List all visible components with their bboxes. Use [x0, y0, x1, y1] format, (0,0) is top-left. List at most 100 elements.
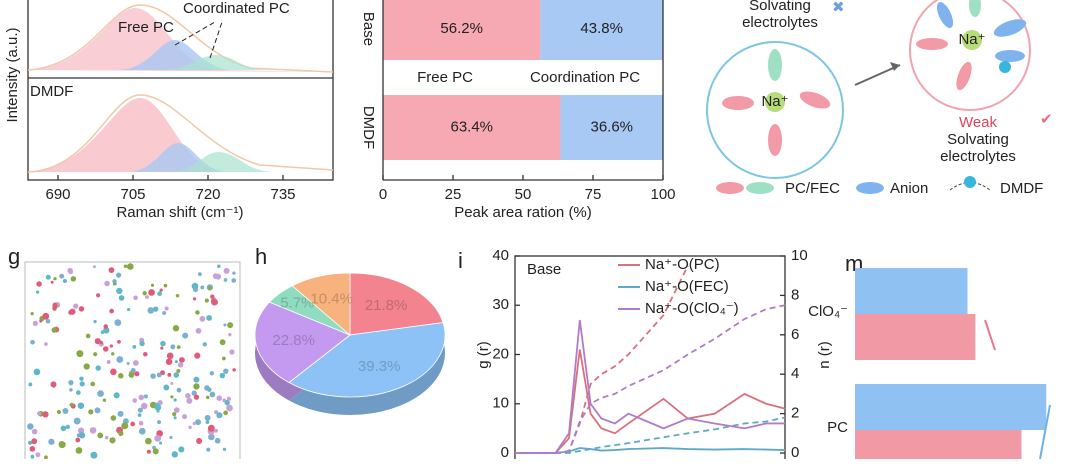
y-tick-label: ClO₄⁻	[808, 303, 848, 320]
atom	[130, 368, 136, 373]
legend-text: Na⁺-O(PC)	[645, 256, 720, 273]
legend-swatch	[716, 182, 744, 194]
y2-tick-label: 6	[791, 326, 799, 343]
atom	[196, 437, 203, 445]
atom	[60, 425, 67, 432]
legend-swatch	[856, 182, 884, 194]
value-label: 10.4%	[310, 291, 353, 308]
atom	[200, 285, 205, 290]
atom	[209, 371, 215, 376]
atom	[192, 421, 196, 426]
value-label: 43.8%	[580, 20, 623, 37]
atom	[62, 278, 68, 284]
x-tick-label: 25	[445, 186, 462, 203]
atom	[173, 416, 177, 420]
atom	[93, 320, 97, 324]
atom	[223, 278, 228, 282]
atom	[130, 421, 136, 427]
atom	[157, 420, 162, 425]
atom	[68, 380, 74, 386]
g-line	[515, 319, 785, 454]
atom	[116, 356, 124, 363]
arrowhead	[890, 62, 900, 71]
atom	[138, 394, 145, 401]
value-label: 36.6%	[590, 118, 633, 135]
atom	[160, 340, 166, 347]
atom	[93, 352, 98, 357]
legend-swatch	[746, 182, 774, 194]
atom	[226, 396, 231, 401]
atom	[113, 392, 120, 399]
panel-label: g	[8, 244, 20, 269]
atom	[176, 345, 181, 350]
atom	[52, 306, 57, 311]
ion	[962, 30, 982, 50]
atom	[215, 273, 222, 280]
atom	[103, 324, 109, 329]
atom	[186, 397, 193, 404]
atom	[126, 361, 130, 366]
dmdf	[999, 61, 1011, 73]
atom	[44, 455, 48, 460]
legend-swatch	[964, 176, 976, 188]
atom	[132, 360, 139, 366]
atom	[147, 307, 155, 314]
atom	[95, 365, 101, 371]
atom	[207, 387, 212, 392]
curve	[27, 4, 334, 73]
pointer	[209, 21, 223, 59]
atom	[35, 452, 41, 458]
atom	[141, 402, 148, 410]
chart-title: Base	[527, 261, 561, 278]
atom	[73, 417, 81, 425]
x-axis-label: Peak area ration (%)	[454, 204, 592, 221]
value-label: 5.7%	[280, 295, 314, 312]
annotation: Coordinated PC	[183, 0, 290, 17]
y-tick-label: 0	[501, 444, 509, 459]
y-tick-label: PC	[827, 419, 848, 436]
atom	[114, 319, 122, 326]
atom	[109, 344, 113, 348]
atom	[182, 332, 189, 339]
bar-segment	[540, 0, 663, 60]
atom	[163, 384, 170, 391]
atom	[50, 280, 54, 284]
atom	[42, 411, 49, 418]
atom	[78, 432, 86, 439]
curve	[170, 152, 275, 172]
atom	[65, 424, 70, 430]
atom	[116, 272, 122, 278]
atom	[148, 289, 155, 296]
y2-tick-label: 8	[791, 286, 799, 303]
atom	[33, 368, 41, 376]
frame	[27, 0, 334, 181]
pie-slice	[254, 301, 351, 384]
atom	[208, 433, 215, 441]
atom	[216, 395, 223, 401]
atom	[194, 352, 201, 359]
atom	[214, 428, 218, 433]
atom	[45, 274, 51, 280]
atom	[79, 376, 84, 381]
atom	[191, 282, 199, 290]
atom	[227, 322, 234, 329]
legend-text: DMDF	[1000, 180, 1043, 197]
atom	[56, 409, 62, 415]
y-tick-label: DMDF	[360, 106, 377, 149]
atom	[67, 267, 73, 274]
atom	[44, 342, 48, 346]
atom	[170, 395, 174, 399]
atom	[134, 371, 140, 377]
atom	[145, 437, 152, 445]
x-tick-label: 735	[270, 186, 295, 203]
x-tick-label: 75	[585, 186, 602, 203]
atom	[195, 310, 200, 315]
atom	[108, 267, 115, 274]
atom	[30, 312, 34, 316]
arrow	[1039, 404, 1051, 460]
atom	[182, 414, 188, 420]
atom	[88, 409, 94, 415]
legend-text: Na⁺-O(FEC)	[645, 278, 729, 295]
atom	[170, 344, 176, 350]
atom	[126, 307, 131, 312]
